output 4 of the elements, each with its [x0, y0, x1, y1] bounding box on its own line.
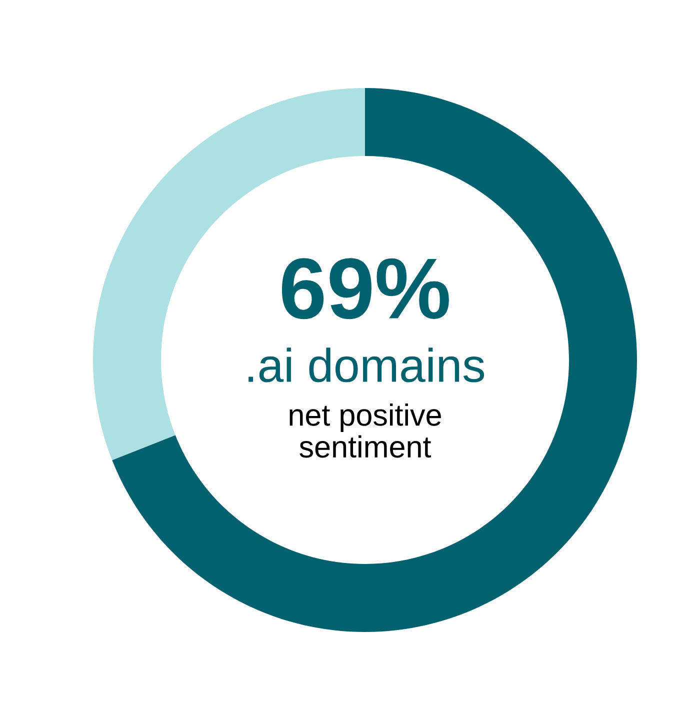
- text: net positive sentiment: [290, 403, 441, 458]
- data-label: 69%: [282, 258, 449, 320]
- text: .ai domains: [248, 348, 484, 382]
- donut-slice: [112, 88, 637, 632]
